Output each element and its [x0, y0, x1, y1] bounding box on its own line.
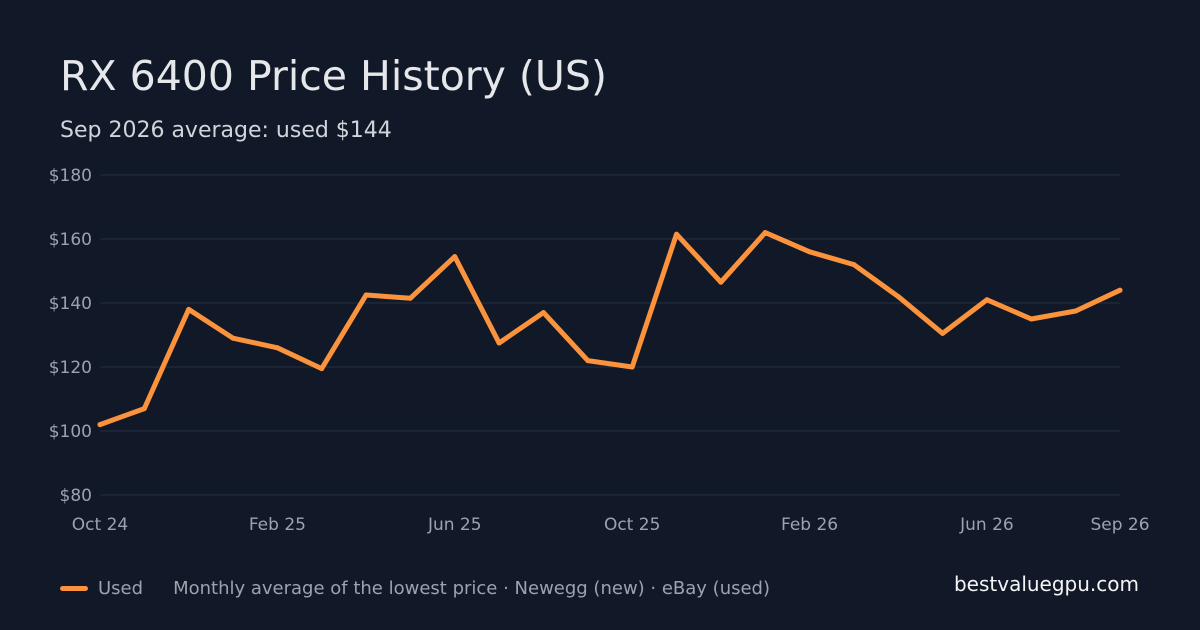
data-point: [807, 249, 813, 255]
y-tick-label: $160: [49, 230, 92, 250]
data-point: [97, 422, 103, 428]
data-point: [718, 279, 724, 285]
data-point: [674, 231, 680, 237]
data-point: [496, 340, 502, 346]
x-tick-label: Sep 26: [1090, 515, 1149, 535]
data-point: [585, 358, 591, 364]
x-tick-label: Oct 25: [604, 515, 660, 535]
chart-subtitle: Sep 2026 average: used $144: [60, 118, 392, 143]
data-point: [540, 310, 546, 316]
x-axis-ticks: Oct 24 Feb 25 Jun 25 Oct 25 Feb 26 Jun 26 Sep …: [72, 515, 1150, 535]
legend: Used Monthly average of the lowest price…: [60, 574, 770, 602]
x-tick-label: Jun 25: [427, 515, 482, 535]
data-point: [629, 364, 635, 370]
y-axis-ticks: $180 $160 $140 $120 $100 $80: [49, 166, 92, 506]
legend-swatch-used: [60, 585, 88, 591]
data-point: [230, 335, 236, 341]
x-tick-label: Feb 25: [249, 515, 306, 535]
data-point: [984, 297, 990, 303]
data-point: [1073, 308, 1079, 314]
data-point: [1028, 316, 1034, 322]
data-point: [141, 406, 147, 412]
data-point: [274, 345, 280, 351]
data-point: [762, 230, 768, 236]
data-point: [940, 330, 946, 336]
legend-note: Monthly average of the lowest price · Ne…: [173, 577, 771, 599]
x-tick-label: Oct 24: [72, 515, 128, 535]
legend-label-used: Used: [98, 577, 144, 599]
chart-title: RX 6400 Price History (US): [60, 52, 607, 100]
used-series: [97, 230, 1123, 428]
y-tick-label: $180: [49, 166, 92, 186]
data-point: [407, 295, 413, 301]
data-point: [1117, 287, 1123, 293]
brand-text: bestvaluegpu.com: [953, 572, 1139, 596]
y-tick-label: $120: [49, 358, 92, 378]
y-tick-label: $100: [49, 422, 92, 442]
data-point: [452, 254, 458, 260]
series-line-used: [97, 230, 1123, 428]
x-tick-label: Feb 26: [781, 515, 838, 535]
data-point: [363, 292, 369, 298]
grid-lines: [100, 174, 1120, 496]
y-tick-label: $80: [60, 486, 92, 506]
data-point: [186, 306, 192, 312]
x-tick-label: Jun 26: [959, 515, 1014, 535]
data-point: [319, 366, 325, 372]
data-point: [851, 262, 857, 268]
data-point: [895, 294, 901, 300]
y-tick-label: $140: [49, 294, 92, 314]
